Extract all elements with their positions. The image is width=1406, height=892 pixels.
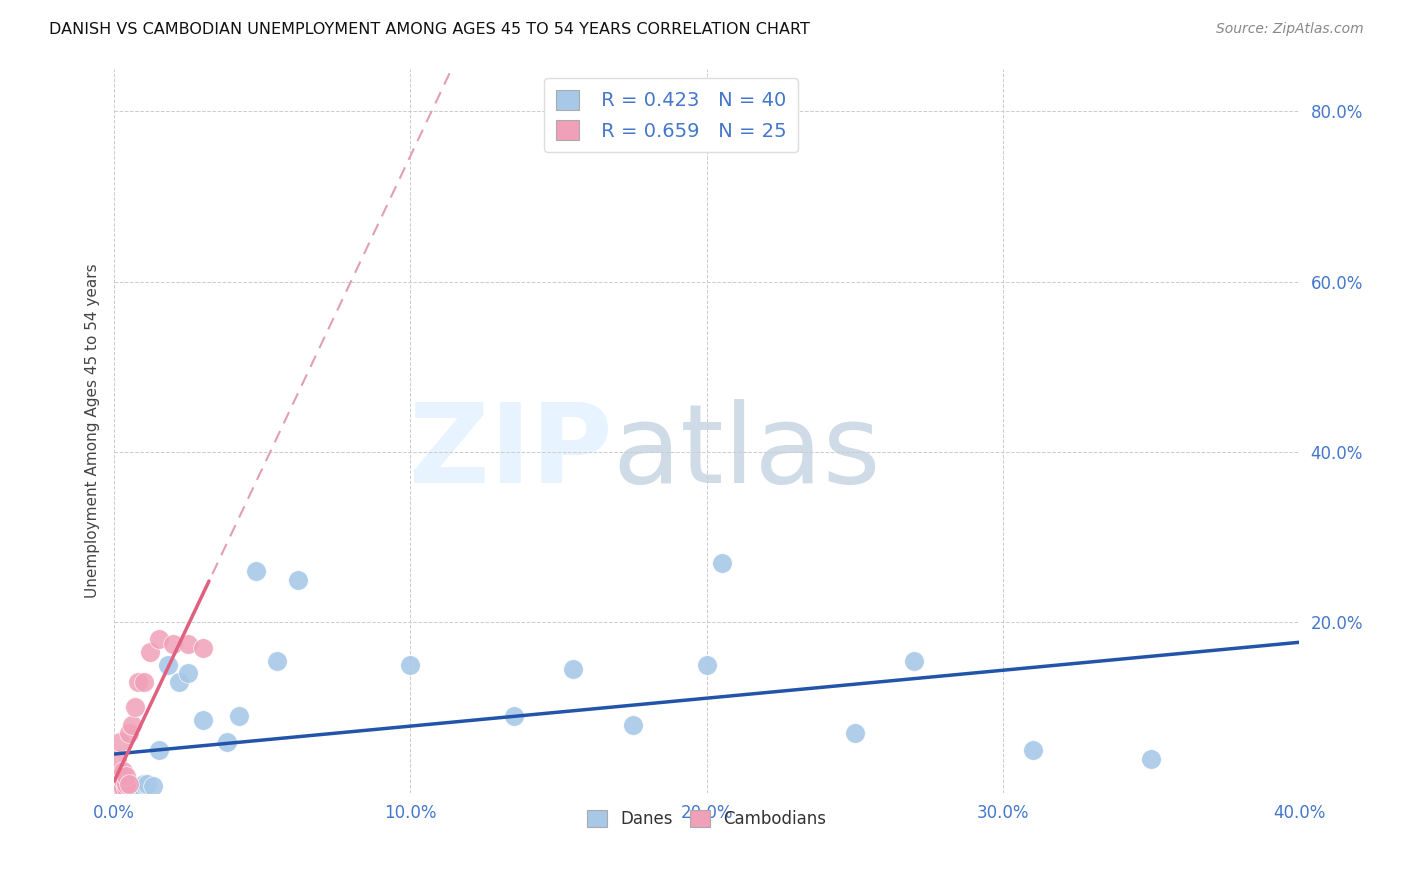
Point [562,662,585,676]
Point [112,781,135,796]
Point [1140,751,1163,765]
Text: Source: ZipAtlas.com: Source: ZipAtlas.com [1216,22,1364,37]
Point [112,783,135,797]
Point [148,743,170,757]
Point [245,564,267,578]
Point [139,645,162,659]
Point [710,556,733,570]
Point [115,783,138,797]
Point [503,709,526,723]
Point [129,779,152,793]
Point [177,636,200,650]
Point [696,657,718,672]
Point [266,654,288,668]
Point [118,783,141,797]
Point [191,713,214,727]
Point [215,734,238,748]
Point [105,783,128,797]
Point [112,764,135,779]
Point [118,726,141,740]
Point [127,781,149,796]
Point [1021,743,1043,757]
Point [903,654,925,668]
Point [135,777,157,791]
Point [169,674,191,689]
Point [148,632,170,647]
Point [115,769,138,783]
Text: ZIP: ZIP [409,399,612,506]
Point [121,717,143,731]
Point [142,779,165,793]
Point [177,666,200,681]
Point [115,777,138,791]
Point [112,772,135,787]
Point [115,781,138,796]
Point [108,783,131,797]
Point [191,640,214,655]
Point [621,717,644,731]
Point [108,781,131,796]
Text: DANISH VS CAMBODIAN UNEMPLOYMENT AMONG AGES 45 TO 54 YEARS CORRELATION CHART: DANISH VS CAMBODIAN UNEMPLOYMENT AMONG A… [49,22,810,37]
Point [108,781,131,796]
Point [105,751,128,765]
Point [844,726,866,740]
Point [228,709,250,723]
Text: atlas: atlas [612,399,880,506]
Point [105,777,128,791]
Point [105,772,128,787]
Point [127,674,149,689]
Point [105,782,128,797]
Point [287,573,309,587]
Point [162,636,184,650]
Point [156,657,179,672]
Point [108,734,131,748]
Point [108,769,131,783]
Point [118,777,141,791]
Point [105,781,128,796]
Point [108,784,131,798]
Legend: Danes, Cambodians: Danes, Cambodians [581,804,832,835]
Point [399,657,422,672]
Point [132,777,155,791]
Point [112,781,135,796]
Point [108,777,131,791]
Point [132,674,155,689]
Point [121,781,143,796]
Point [124,700,146,714]
Point [112,782,135,797]
Point [105,783,128,797]
Point [124,782,146,797]
Y-axis label: Unemployment Among Ages 45 to 54 years: Unemployment Among Ages 45 to 54 years [86,263,100,598]
Point [118,782,141,797]
Point [115,781,138,796]
